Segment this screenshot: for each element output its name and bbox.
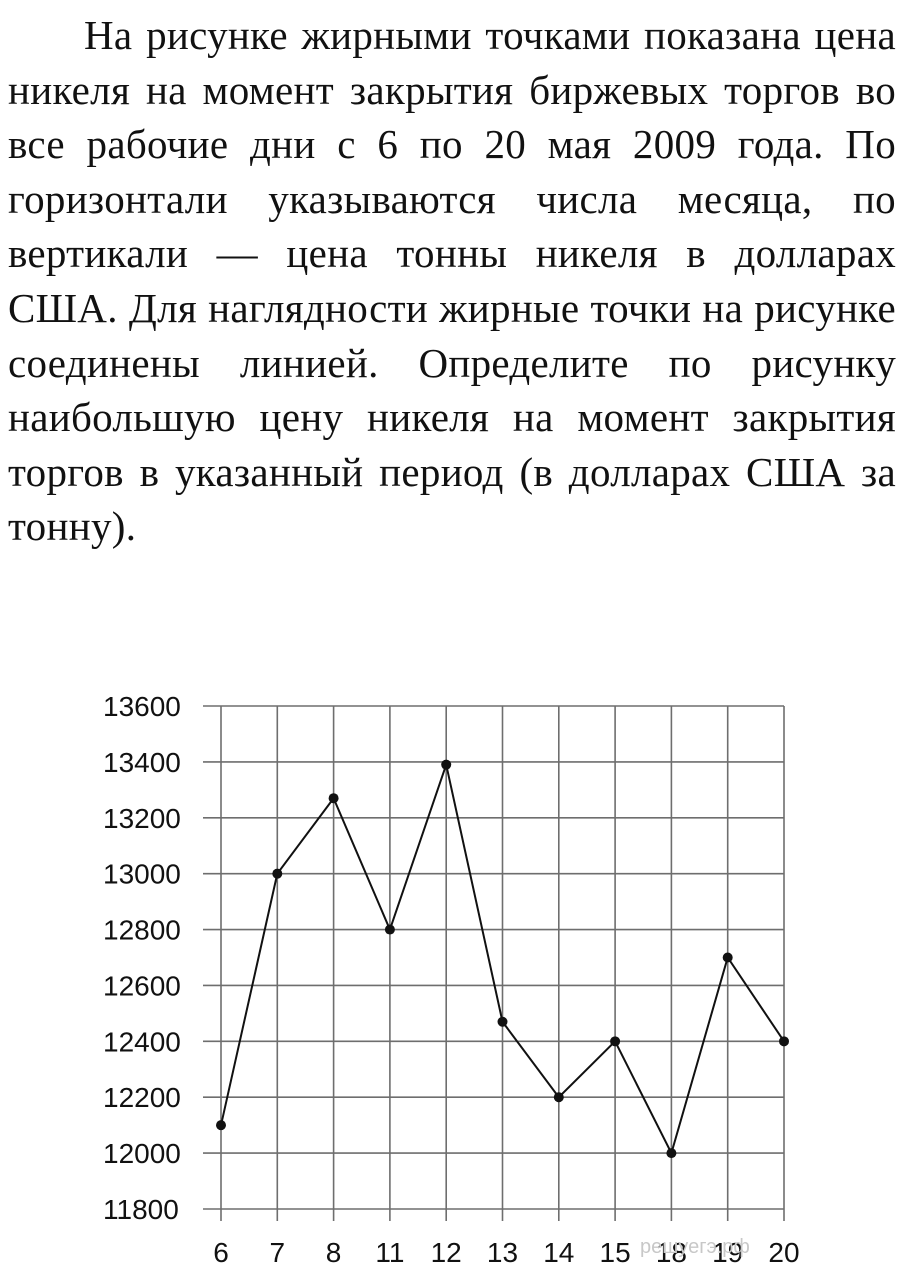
- grid: [203, 705, 785, 1221]
- y-tick-label: 12400: [103, 1026, 181, 1057]
- data-point: [441, 759, 452, 770]
- y-tick-label: 13400: [103, 747, 181, 778]
- x-tick-label: 13: [487, 1237, 518, 1268]
- x-axis-ticks: 6 7 8 11 12 13 14 15 18 19 20: [213, 1237, 799, 1268]
- y-tick-label: 13200: [103, 803, 181, 834]
- data-point: [216, 1120, 226, 1131]
- data-point: [553, 1092, 564, 1103]
- y-tick-label: 12200: [103, 1082, 181, 1113]
- series: [216, 759, 789, 1159]
- data-point: [610, 1036, 621, 1047]
- x-tick-label: 20: [768, 1237, 799, 1268]
- x-tick-label: 18: [656, 1237, 687, 1268]
- data-point: [272, 868, 283, 879]
- y-tick-label: 12000: [103, 1138, 181, 1169]
- problem-text: На рисунке жирными точками показана цена…: [8, 12, 896, 550]
- data-point: [666, 1148, 677, 1159]
- data-point: [497, 1016, 508, 1027]
- y-tick-label: 13000: [103, 859, 181, 890]
- x-tick-label: 14: [543, 1237, 574, 1268]
- y-tick-label: 12800: [103, 915, 181, 946]
- y-tick-label: 13600: [103, 691, 181, 722]
- nickel-price-chart: 13600 13400 13200 13000 12800 12600 12400 12200…: [0, 680, 913, 1280]
- data-point: [722, 952, 733, 963]
- data-point: [328, 793, 339, 804]
- x-tick-label: 12: [431, 1237, 462, 1268]
- y-axis-ticks: 13600 13400 13200 13000 12800 12600 12400 12200…: [103, 691, 181, 1225]
- x-tick-label: 8: [326, 1237, 342, 1268]
- y-tick-label: 11800: [103, 1194, 179, 1225]
- data-point: [384, 924, 395, 935]
- y-tick-label: 12600: [103, 970, 181, 1001]
- x-tick-label: 7: [270, 1237, 286, 1268]
- data-point: [779, 1036, 789, 1047]
- x-tick-label: 15: [600, 1237, 631, 1268]
- watermark: решуегэ.рф: [640, 1236, 750, 1258]
- x-tick-label: 19: [712, 1237, 743, 1268]
- line-chart: 13600 13400 13200 13000 12800 12600 12400 12200…: [103, 691, 800, 1268]
- x-tick-label: 11: [375, 1237, 404, 1268]
- watermark-layer: решуегэ.рф: [640, 1236, 750, 1258]
- x-tick-label: 6: [213, 1237, 229, 1268]
